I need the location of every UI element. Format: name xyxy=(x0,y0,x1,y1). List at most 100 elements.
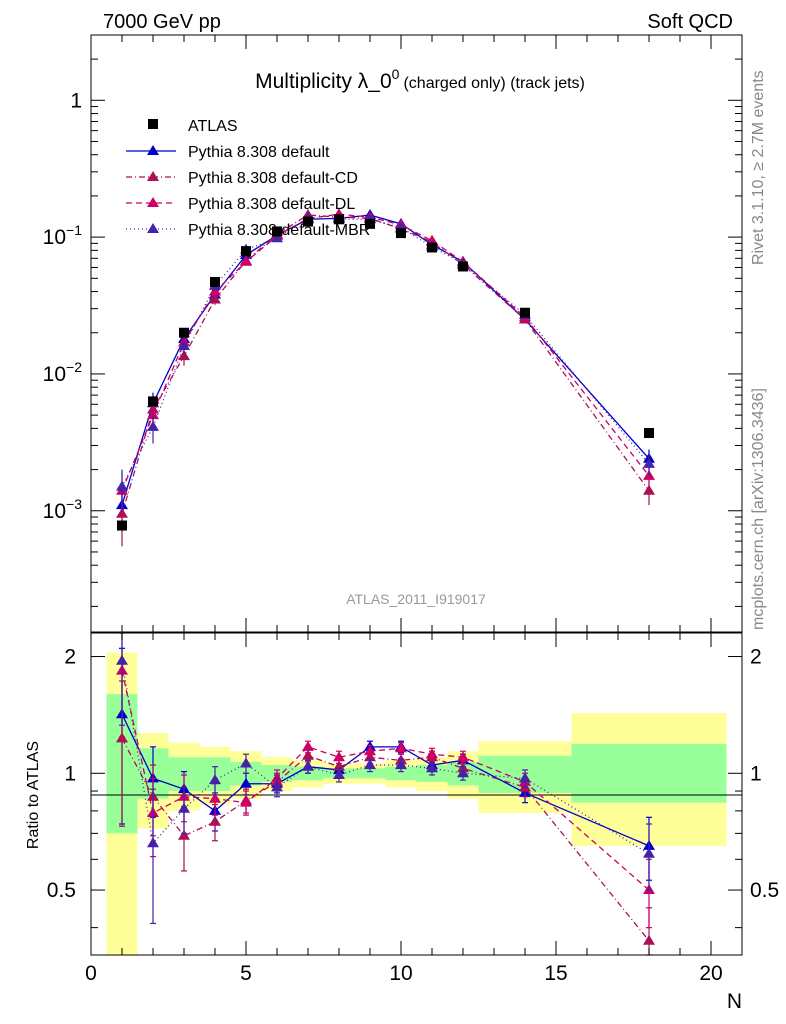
ratio-point-mbr xyxy=(271,781,283,792)
main-point-data xyxy=(179,327,189,338)
legend-marker-mbr xyxy=(147,223,159,233)
ratio-point-dl xyxy=(457,751,469,762)
main-line-cd xyxy=(121,214,650,514)
main-point-data xyxy=(365,218,375,229)
ratio-point-mbr xyxy=(457,767,469,778)
legend-item-mbr: Pythia 8.308 default-MBR xyxy=(126,222,370,239)
main-point-dl xyxy=(240,255,252,266)
rivet-label: Rivet 3.1.10, ≥ 2.7M events xyxy=(750,70,767,265)
main-point-cd xyxy=(209,293,221,304)
ratio-point-cd xyxy=(209,815,221,826)
legend-item-atlas: ATLAS xyxy=(148,118,238,135)
main-point-data xyxy=(644,428,654,439)
legend-label-mbr: Pythia 8.308 default-MBR xyxy=(188,222,370,239)
main-point-mbr xyxy=(147,420,159,431)
main-point-cd xyxy=(643,484,655,495)
ratio-point-mbr xyxy=(643,847,655,858)
ratio-point-dl xyxy=(302,740,314,751)
main-point-data xyxy=(303,216,313,227)
ratio-point-dl xyxy=(395,742,407,753)
x-axis-label: N xyxy=(727,990,742,1013)
main-point-data xyxy=(210,276,220,287)
main-y-tick-label: 1 xyxy=(70,89,82,112)
legend-item-default: Pythia 8.308 default xyxy=(126,144,330,161)
tick-base: 10 xyxy=(43,226,66,249)
process-label: Soft QCD xyxy=(647,11,733,33)
ratio-plot-frame xyxy=(90,632,743,956)
ratio-y-tick-label: 0.5 xyxy=(47,879,76,902)
main-line-mbr xyxy=(121,217,650,487)
energy-label: 7000 GeV pp xyxy=(103,11,221,33)
ratio-point-mbr xyxy=(364,759,376,770)
legend-item-dl: Pythia 8.308 default-DL xyxy=(126,196,355,213)
legend-item-cd: Pythia 8.308 default-CD xyxy=(126,170,358,187)
ratio-y-tick-label: 2 xyxy=(64,646,76,669)
ratio-point-dl xyxy=(271,772,283,783)
main-point-mbr xyxy=(271,232,283,243)
main-point-data xyxy=(427,242,437,253)
main-line-dl xyxy=(121,213,650,492)
ratio-point-mbr xyxy=(178,802,190,813)
main-point-data xyxy=(458,261,468,272)
ratio-plot-panel: 0.5 0.51 12 20 5 10 15 20 Ratio to ATLAS N xyxy=(25,632,779,1013)
main-series-group xyxy=(116,208,655,547)
ratio-line-dl xyxy=(121,670,650,891)
legend-label-cd: Pythia 8.308 default-CD xyxy=(188,170,358,187)
legend-marker-dl xyxy=(147,197,159,207)
main-y-tick-label: 10−2 xyxy=(43,359,83,386)
main-axis-ticks: 10−310−210−11 xyxy=(43,34,743,632)
analysis-watermark: ATLAS_2011_I919017 xyxy=(346,591,486,607)
main-title-superscript: 0 xyxy=(392,66,400,82)
tick-base: 10 xyxy=(43,500,66,523)
legend: ATLAS Pythia 8.308 default Pythia 8.308 … xyxy=(126,118,370,239)
ratio-point-dl xyxy=(364,745,376,756)
main-point-data xyxy=(117,520,127,531)
ratio-point-cd xyxy=(178,829,190,840)
legend-marker-cd xyxy=(147,171,159,181)
ratio-point-mbr xyxy=(209,774,221,785)
legend-label-dl: Pythia 8.308 default-DL xyxy=(188,196,355,213)
legend-marker-default xyxy=(147,145,159,155)
legend-label-default: Pythia 8.308 default xyxy=(188,144,330,161)
ratio-y-tick-label-right: 0.5 xyxy=(750,879,779,902)
main-point-data xyxy=(148,396,158,407)
ratio-y-tick-label-right: 1 xyxy=(750,762,762,785)
main-y-tick-label: 10−1 xyxy=(43,222,83,249)
main-point-data xyxy=(272,226,282,237)
main-y-tick-label: 10−3 xyxy=(43,496,83,523)
main-plot-frame xyxy=(90,34,743,633)
main-point-data xyxy=(396,228,406,239)
ratio-series-group xyxy=(116,632,655,956)
ratio-point-default xyxy=(240,777,252,788)
ratio-point-mbr xyxy=(147,837,159,848)
ratio-point-mbr xyxy=(302,760,314,771)
main-point-data xyxy=(334,214,344,225)
main-title-text: Multiplicity λ_0 xyxy=(255,70,392,93)
tick-exponent: −2 xyxy=(66,359,82,375)
main-point-mbr xyxy=(643,457,655,468)
x-tick-label: 15 xyxy=(544,962,567,985)
x-tick-label: 10 xyxy=(389,962,412,985)
main-plot-panel: 10−310−210−11 Multiplicity λ_00(charged … xyxy=(43,34,743,633)
main-point-mbr xyxy=(178,340,190,351)
ratio-axis-ticks: 0.5 0.51 12 20 5 10 15 20 xyxy=(47,633,779,985)
ratio-point-dl xyxy=(426,748,438,759)
ratio-point-mbr xyxy=(519,772,531,783)
tick-base: 10 xyxy=(43,363,66,386)
ratio-band-inner xyxy=(385,766,417,781)
main-point-dl xyxy=(209,285,221,296)
main-point-cd xyxy=(178,350,190,361)
ratio-uncertainty-bands xyxy=(106,652,727,955)
ratio-point-mbr xyxy=(333,768,345,779)
ratio-y-tick-label-right: 2 xyxy=(750,646,762,669)
tick-exponent: −1 xyxy=(66,222,82,238)
ratio-point-cd xyxy=(643,934,655,945)
main-title: Multiplicity λ_00(charged only) (track j… xyxy=(255,66,585,93)
legend-marker-atlas xyxy=(148,119,158,129)
ratio-point-dl xyxy=(240,796,252,807)
ratio-y-tick-label: 1 xyxy=(64,762,76,785)
tick-base: 1 xyxy=(70,89,82,112)
ratio-point-cd xyxy=(302,749,314,760)
ratio-band-inner xyxy=(354,768,386,779)
